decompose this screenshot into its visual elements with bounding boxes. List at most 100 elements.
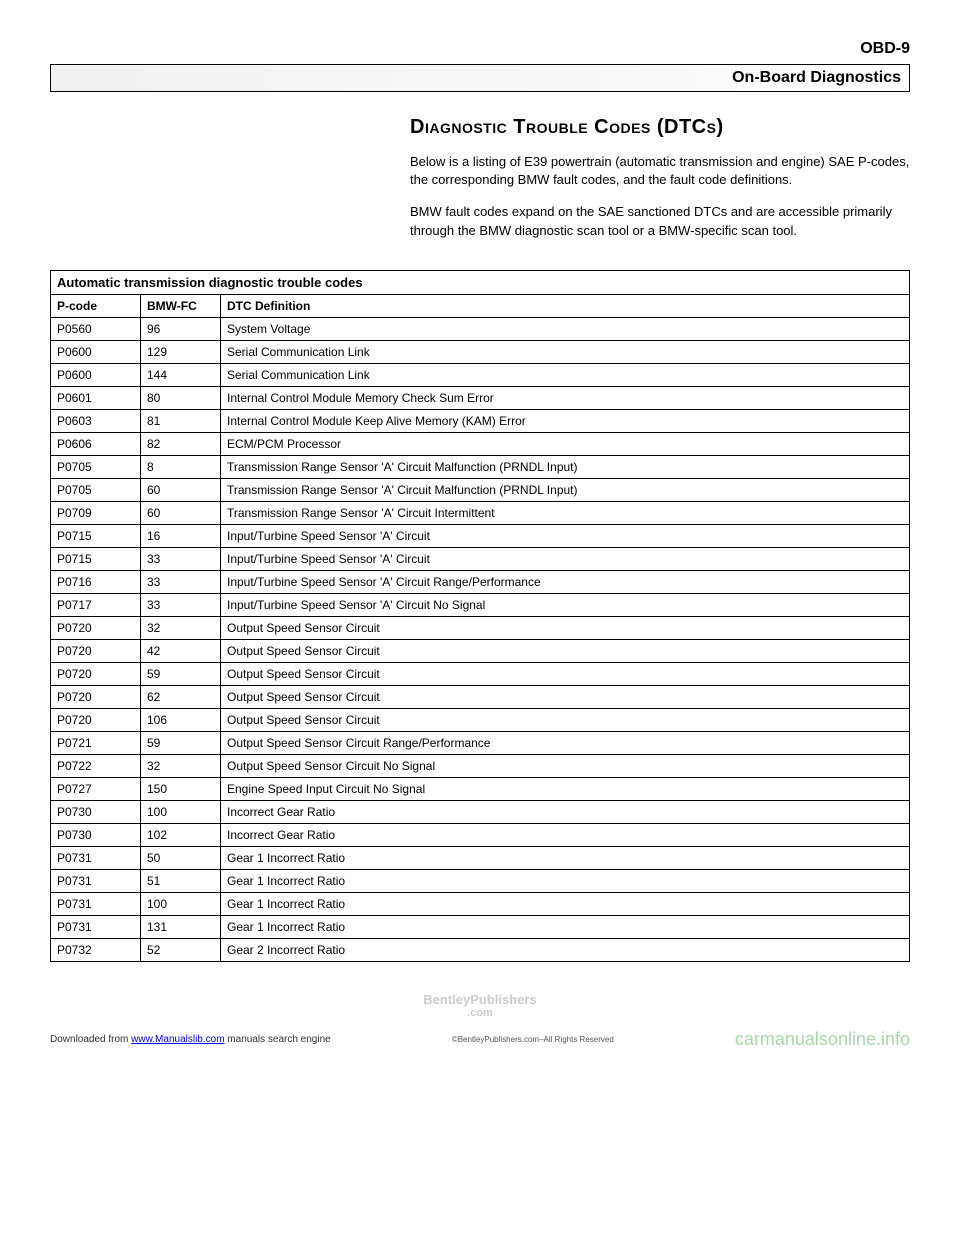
table-row: P070560Transmission Range Sensor 'A' Cir…	[51, 478, 910, 501]
cell-pcode: P0720	[51, 708, 141, 731]
cell-bmwfc: 96	[141, 317, 221, 340]
cell-definition: Output Speed Sensor Circuit	[221, 616, 910, 639]
table-row: P071516Input/Turbine Speed Sensor 'A' Ci…	[51, 524, 910, 547]
watermark-sub: .com	[50, 1007, 910, 1019]
cell-definition: Output Speed Sensor Circuit No Signal	[221, 754, 910, 777]
cell-definition: Output Speed Sensor Circuit Range/Perfor…	[221, 731, 910, 754]
cell-bmwfc: 100	[141, 892, 221, 915]
cell-bmwfc: 33	[141, 570, 221, 593]
table-row: P060682ECM/PCM Processor	[51, 432, 910, 455]
cell-bmwfc: 82	[141, 432, 221, 455]
download-prefix: Downloaded from	[50, 1034, 131, 1045]
cell-pcode: P0720	[51, 616, 141, 639]
cell-definition: Output Speed Sensor Circuit	[221, 708, 910, 731]
download-text: Downloaded from www.Manualslib.com manua…	[50, 1034, 331, 1045]
column-header-definition: DTC Definition	[221, 294, 910, 317]
cell-pcode: P0600	[51, 363, 141, 386]
intro-paragraph-1: Below is a listing of E39 powertrain (au…	[410, 153, 910, 189]
table-row: P056096System Voltage	[51, 317, 910, 340]
table-header-row: P-code BMW-FC DTC Definition	[51, 294, 910, 317]
site-watermark: carmanualsonline.info	[735, 1029, 910, 1050]
cell-definition: Internal Control Module Memory Check Sum…	[221, 386, 910, 409]
cell-pcode: P0601	[51, 386, 141, 409]
table-row: P0730102Incorrect Gear Ratio	[51, 823, 910, 846]
dtc-table: Automatic transmission diagnostic troubl…	[50, 270, 910, 962]
cell-definition: Input/Turbine Speed Sensor 'A' Circuit	[221, 524, 910, 547]
cell-pcode: P0716	[51, 570, 141, 593]
cell-bmwfc: 33	[141, 547, 221, 570]
table-row: P060180Internal Control Module Memory Ch…	[51, 386, 910, 409]
table-row: P072032Output Speed Sensor Circuit	[51, 616, 910, 639]
cell-definition: Output Speed Sensor Circuit	[221, 662, 910, 685]
cell-definition: System Voltage	[221, 317, 910, 340]
download-suffix: manuals search engine	[225, 1034, 331, 1045]
cell-pcode: P0705	[51, 455, 141, 478]
table-row: P071733Input/Turbine Speed Sensor 'A' Ci…	[51, 593, 910, 616]
table-row: P0720106Output Speed Sensor Circuit	[51, 708, 910, 731]
cell-pcode: P0717	[51, 593, 141, 616]
table-row: P0727150Engine Speed Input Circuit No Si…	[51, 777, 910, 800]
cell-definition: Gear 2 Incorrect Ratio	[221, 938, 910, 961]
cell-definition: Gear 1 Incorrect Ratio	[221, 892, 910, 915]
cell-definition: Output Speed Sensor Circuit	[221, 685, 910, 708]
intro-paragraph-2: BMW fault codes expand on the SAE sancti…	[410, 203, 910, 239]
cell-bmwfc: 32	[141, 754, 221, 777]
table-row: P073151Gear 1 Incorrect Ratio	[51, 869, 910, 892]
cell-pcode: P0732	[51, 938, 141, 961]
cell-definition: ECM/PCM Processor	[221, 432, 910, 455]
footer-watermark: BentleyPublishers .com	[50, 992, 910, 1019]
cell-definition: Engine Speed Input Circuit No Signal	[221, 777, 910, 800]
cell-definition: Transmission Range Sensor 'A' Circuit In…	[221, 501, 910, 524]
cell-definition: Output Speed Sensor Circuit	[221, 639, 910, 662]
copyright-text: ©BentleyPublishers.com–All Rights Reserv…	[331, 1035, 735, 1044]
cell-bmwfc: 150	[141, 777, 221, 800]
cell-pcode: P0600	[51, 340, 141, 363]
page-code: OBD-9	[860, 40, 910, 57]
cell-bmwfc: 32	[141, 616, 221, 639]
content-area: Diagnostic Trouble Codes (DTCs) Below is…	[410, 116, 910, 240]
cell-pcode: P0727	[51, 777, 141, 800]
cell-bmwfc: 8	[141, 455, 221, 478]
cell-definition: Input/Turbine Speed Sensor 'A' Circuit R…	[221, 570, 910, 593]
cell-pcode: P0715	[51, 547, 141, 570]
cell-pcode: P0731	[51, 869, 141, 892]
table-row: P072042Output Speed Sensor Circuit	[51, 639, 910, 662]
cell-bmwfc: 60	[141, 501, 221, 524]
watermark-main: BentleyPublishers	[50, 992, 910, 1007]
banner-text: On-Board Diagnostics	[732, 69, 901, 86]
cell-pcode: P0730	[51, 823, 141, 846]
cell-bmwfc: 81	[141, 409, 221, 432]
cell-definition: Transmission Range Sensor 'A' Circuit Ma…	[221, 478, 910, 501]
cell-bmwfc: 80	[141, 386, 221, 409]
table-row: P0731131Gear 1 Incorrect Ratio	[51, 915, 910, 938]
cell-bmwfc: 42	[141, 639, 221, 662]
table-row: P071533Input/Turbine Speed Sensor 'A' Ci…	[51, 547, 910, 570]
cell-pcode: P0560	[51, 317, 141, 340]
table-caption: Automatic transmission diagnostic troubl…	[50, 270, 910, 294]
table-row: P07058Transmission Range Sensor 'A' Circ…	[51, 455, 910, 478]
cell-pcode: P0731	[51, 846, 141, 869]
cell-bmwfc: 106	[141, 708, 221, 731]
table-row: P073150Gear 1 Incorrect Ratio	[51, 846, 910, 869]
column-header-pcode: P-code	[51, 294, 141, 317]
cell-pcode: P0709	[51, 501, 141, 524]
table-row: P071633Input/Turbine Speed Sensor 'A' Ci…	[51, 570, 910, 593]
cell-definition: Serial Communication Link	[221, 340, 910, 363]
download-link[interactable]: www.Manualslib.com	[131, 1034, 224, 1045]
cell-bmwfc: 62	[141, 685, 221, 708]
cell-definition: Serial Communication Link	[221, 363, 910, 386]
table-row: P0600129Serial Communication Link	[51, 340, 910, 363]
section-banner: On-Board Diagnostics	[50, 64, 910, 92]
cell-definition: Incorrect Gear Ratio	[221, 823, 910, 846]
cell-pcode: P0705	[51, 478, 141, 501]
table-row: P072062Output Speed Sensor Circuit	[51, 685, 910, 708]
cell-bmwfc: 52	[141, 938, 221, 961]
cell-bmwfc: 60	[141, 478, 221, 501]
cell-bmwfc: 100	[141, 800, 221, 823]
cell-bmwfc: 50	[141, 846, 221, 869]
cell-definition: Gear 1 Incorrect Ratio	[221, 846, 910, 869]
cell-pcode: P0715	[51, 524, 141, 547]
table-row: P0731100Gear 1 Incorrect Ratio	[51, 892, 910, 915]
cell-definition: Internal Control Module Keep Alive Memor…	[221, 409, 910, 432]
cell-pcode: P0731	[51, 892, 141, 915]
